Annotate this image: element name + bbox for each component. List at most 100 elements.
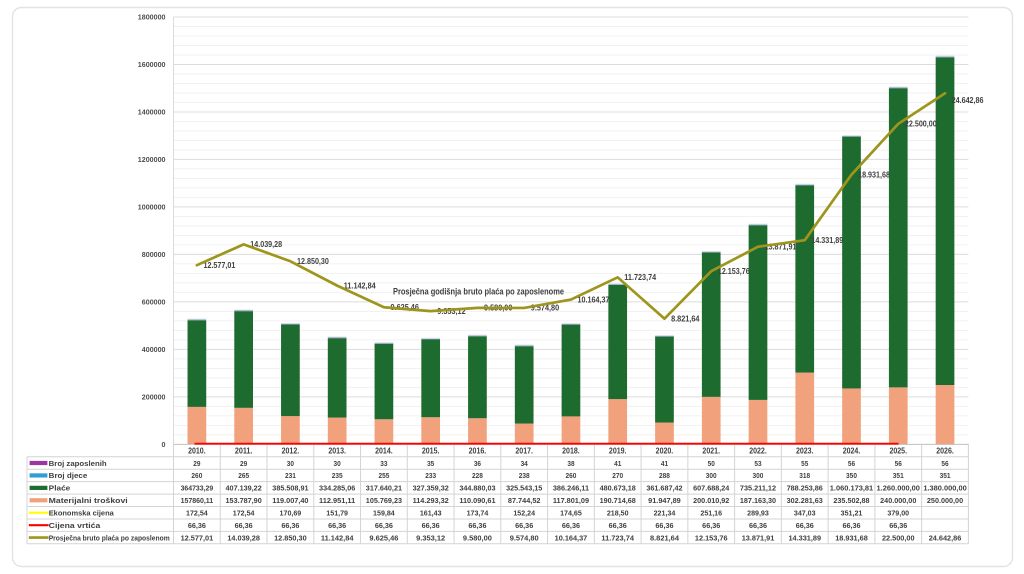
svg-text:41: 41 xyxy=(661,459,669,468)
svg-text:41: 41 xyxy=(614,459,622,468)
svg-text:Plaće: Plaće xyxy=(49,484,71,493)
svg-text:11.723,74: 11.723,74 xyxy=(624,273,657,282)
svg-text:66,36: 66,36 xyxy=(281,521,299,530)
svg-text:2022.: 2022. xyxy=(749,446,767,455)
svg-text:66,36: 66,36 xyxy=(562,521,580,530)
svg-text:265: 265 xyxy=(238,471,250,480)
svg-text:55: 55 xyxy=(801,459,809,468)
svg-text:231: 231 xyxy=(285,471,297,480)
svg-text:2023.: 2023. xyxy=(796,446,814,455)
svg-text:1200000: 1200000 xyxy=(138,155,166,164)
svg-text:66,36: 66,36 xyxy=(235,521,253,530)
svg-text:221,34: 221,34 xyxy=(654,509,676,518)
svg-text:10.164,37: 10.164,37 xyxy=(578,295,610,304)
svg-text:385.508,91: 385.508,91 xyxy=(272,484,309,493)
svg-text:2012.: 2012. xyxy=(282,446,300,455)
svg-text:255: 255 xyxy=(378,471,390,480)
svg-text:38: 38 xyxy=(567,459,575,468)
svg-text:157860,11: 157860,11 xyxy=(181,496,214,505)
svg-text:110.090,61: 110.090,61 xyxy=(459,496,496,505)
svg-text:18.931,68: 18.931,68 xyxy=(858,170,891,179)
svg-text:12.153,76: 12.153,76 xyxy=(695,533,728,542)
svg-text:66,36: 66,36 xyxy=(188,521,206,530)
svg-text:11.723,74: 11.723,74 xyxy=(601,533,634,542)
svg-text:29: 29 xyxy=(193,459,200,468)
svg-text:2026.: 2026. xyxy=(936,446,954,455)
svg-text:2019.: 2019. xyxy=(609,446,627,455)
svg-text:66,36: 66,36 xyxy=(749,521,767,530)
svg-text:14.039,28: 14.039,28 xyxy=(250,240,283,249)
svg-text:12.850,30: 12.850,30 xyxy=(297,257,330,266)
svg-text:50: 50 xyxy=(708,459,715,468)
svg-text:344.880,03: 344.880,03 xyxy=(459,484,495,493)
svg-text:66,36: 66,36 xyxy=(702,521,720,530)
svg-text:400000: 400000 xyxy=(142,345,166,354)
svg-text:12.577,01: 12.577,01 xyxy=(181,533,214,542)
svg-text:87.744,52: 87.744,52 xyxy=(508,496,541,505)
svg-text:325.543,15: 325.543,15 xyxy=(506,484,543,493)
svg-text:10.164,37: 10.164,37 xyxy=(555,533,588,542)
svg-text:29: 29 xyxy=(240,459,247,468)
svg-text:351,21: 351,21 xyxy=(841,509,863,518)
svg-text:260: 260 xyxy=(566,471,577,480)
svg-text:735.211,12: 735.211,12 xyxy=(740,484,776,493)
svg-text:114.293,32: 114.293,32 xyxy=(413,496,449,505)
svg-text:174,65: 174,65 xyxy=(560,509,582,518)
svg-text:2010.: 2010. xyxy=(188,446,206,455)
svg-text:270: 270 xyxy=(612,471,623,480)
svg-text:35: 35 xyxy=(427,459,435,468)
svg-text:30: 30 xyxy=(287,459,294,468)
svg-text:361.687,42: 361.687,42 xyxy=(646,484,682,493)
svg-text:112.951,11: 112.951,11 xyxy=(319,496,356,505)
svg-text:9.353,12: 9.353,12 xyxy=(416,533,445,542)
svg-text:2015.: 2015. xyxy=(422,446,440,455)
svg-text:11.142,84: 11.142,84 xyxy=(321,533,354,542)
svg-text:260: 260 xyxy=(191,471,202,480)
svg-text:66,36: 66,36 xyxy=(422,521,440,530)
svg-text:13.871,91: 13.871,91 xyxy=(765,242,798,251)
svg-text:317.640,21: 317.640,21 xyxy=(366,484,403,493)
svg-text:18.931,68: 18.931,68 xyxy=(835,533,868,542)
svg-text:289,93: 289,93 xyxy=(747,509,769,518)
svg-text:Materijalni troškovi: Materijalni troškovi xyxy=(49,496,128,505)
svg-text:0: 0 xyxy=(162,440,166,449)
svg-text:2014.: 2014. xyxy=(375,446,393,455)
svg-text:159,84: 159,84 xyxy=(373,509,395,518)
svg-text:Prosječna godišnja bruto plaća: Prosječna godišnja bruto plaća po zaposl… xyxy=(393,286,564,297)
svg-text:600000: 600000 xyxy=(142,298,166,307)
svg-text:153.787,90: 153.787,90 xyxy=(226,496,262,505)
svg-text:9.574,80: 9.574,80 xyxy=(510,533,539,542)
svg-text:66,36: 66,36 xyxy=(655,521,673,530)
svg-text:1600000: 1600000 xyxy=(138,60,166,69)
svg-text:228: 228 xyxy=(472,471,484,480)
svg-text:14.331,89: 14.331,89 xyxy=(811,236,844,245)
svg-text:190.714,68: 190.714,68 xyxy=(600,496,637,505)
svg-text:788.253,86: 788.253,86 xyxy=(787,484,823,493)
svg-text:2016.: 2016. xyxy=(469,446,487,455)
svg-text:56: 56 xyxy=(848,459,855,468)
svg-text:200.010,92: 200.010,92 xyxy=(693,496,729,505)
svg-text:235: 235 xyxy=(332,471,344,480)
svg-text:251,16: 251,16 xyxy=(700,509,722,518)
svg-text:2025.: 2025. xyxy=(889,446,907,455)
svg-text:22.500,00: 22.500,00 xyxy=(905,120,938,129)
svg-text:2013.: 2013. xyxy=(328,446,346,455)
svg-text:172,54: 172,54 xyxy=(233,509,255,518)
svg-text:1400000: 1400000 xyxy=(138,108,166,117)
svg-text:117.801,09: 117.801,09 xyxy=(553,496,589,505)
svg-text:119.007,40: 119.007,40 xyxy=(272,496,308,505)
svg-text:170,69: 170,69 xyxy=(280,509,302,518)
svg-text:66,36: 66,36 xyxy=(375,521,393,530)
svg-text:56: 56 xyxy=(895,459,902,468)
svg-text:238: 238 xyxy=(519,471,531,480)
svg-text:379,00: 379,00 xyxy=(887,509,909,518)
svg-text:235.502,88: 235.502,88 xyxy=(833,496,870,505)
svg-text:9.353,12: 9.353,12 xyxy=(437,307,466,316)
svg-text:24.642,86: 24.642,86 xyxy=(929,533,962,542)
svg-text:12.577,01: 12.577,01 xyxy=(203,261,236,270)
svg-text:607.688,24: 607.688,24 xyxy=(693,484,730,493)
svg-text:350: 350 xyxy=(846,471,857,480)
svg-text:302.281,63: 302.281,63 xyxy=(787,496,823,505)
svg-text:200000: 200000 xyxy=(142,392,166,401)
svg-text:351: 351 xyxy=(893,471,905,480)
